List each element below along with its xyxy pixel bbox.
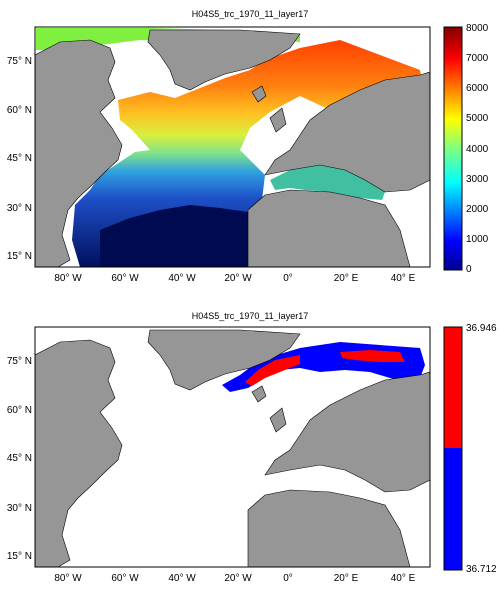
- panel2-cb-min: 36.712: [466, 564, 497, 575]
- panel2-xlabel-60W: 60° W: [111, 573, 139, 584]
- panel2-title: H04S5_trc_1970_11_layer17: [191, 311, 309, 321]
- panel1-cb-7000: 7000: [466, 53, 489, 64]
- panel2-xlabel-20W: 20° W: [224, 573, 252, 584]
- panel1-cb-0: 0: [466, 264, 472, 275]
- panel2-frame: [34, 326, 431, 568]
- panel2-xlabel-80W: 80° W: [54, 573, 82, 584]
- panel1-deep-ocean: [100, 205, 248, 267]
- panel2-colorbar-red: [444, 327, 462, 448]
- panel2-ylabel-60N: 60° N: [6, 405, 32, 416]
- panel1-cb-5000: 5000: [466, 113, 489, 124]
- panel1-colorbar: [443, 26, 463, 271]
- panel2-xlabel-0: 0°: [283, 573, 293, 584]
- panel1-ylabel-75N: 75° N: [6, 56, 32, 67]
- panel2-red-region: [245, 355, 300, 386]
- panel2-ylabel-30N: 30° N: [6, 503, 32, 514]
- panel1-xlabel-20W: 20° W: [224, 273, 252, 284]
- panel2-colorbar: [443, 326, 463, 571]
- panel2-xlabel-40W: 40° W: [168, 573, 196, 584]
- panel2-cb-max: 36.946: [466, 323, 497, 334]
- panel1-ylabel-45N: 45° N: [6, 153, 32, 164]
- panel2-colorbar-blue: [444, 448, 462, 570]
- panel1-cb-3000: 3000: [466, 174, 489, 185]
- panel1-cb-1000: 1000: [466, 234, 489, 245]
- panel2-xlabel-20E: 20° E: [333, 573, 359, 584]
- panel2-ylabel-75N: 75° N: [6, 356, 32, 367]
- panel1-xlabel-40W: 40° W: [168, 273, 196, 284]
- panel1-ylabel-30N: 30° N: [6, 203, 32, 214]
- panel1-cb-2000: 2000: [466, 204, 489, 215]
- panel1-xlabel-20E: 20° E: [333, 273, 359, 284]
- panel1-land: [35, 29, 430, 267]
- panel2-xlabel-40E: 40° E: [390, 573, 416, 584]
- panel2-land: [35, 329, 430, 567]
- panel1-ylabel-60N: 60° N: [6, 105, 32, 116]
- panel2-red-region-east: [340, 350, 405, 362]
- panel1-xlabel-40E: 40° E: [390, 273, 416, 284]
- panel1-xlabel-0: 0°: [283, 273, 293, 284]
- panel1-cb-4000: 4000: [466, 144, 489, 155]
- panel1-ylabel-15N: 15° N: [6, 251, 32, 262]
- panel2-ylabel-45N: 45° N: [6, 453, 32, 464]
- panel1-title: H04S5_trc_1970_11_layer17: [191, 9, 309, 19]
- panel1-xlabel-60W: 60° W: [111, 273, 139, 284]
- panel1-cb-6000: 6000: [466, 83, 489, 94]
- panel1-frame: [34, 26, 431, 268]
- panel2-ylabel-15N: 15° N: [6, 551, 32, 562]
- panel1-xlabel-80W: 80° W: [54, 273, 82, 284]
- panel1-mediterranean: [270, 165, 385, 200]
- panel1-cb-8000: 8000: [466, 23, 489, 34]
